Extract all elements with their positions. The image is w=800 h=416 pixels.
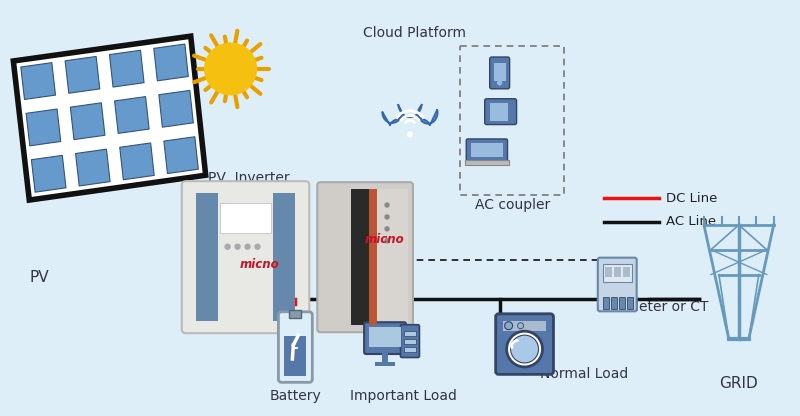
Text: micno: micno (365, 233, 405, 246)
FancyBboxPatch shape (278, 312, 312, 382)
FancyBboxPatch shape (318, 182, 413, 332)
FancyBboxPatch shape (182, 181, 310, 333)
Circle shape (385, 227, 389, 231)
Polygon shape (31, 155, 66, 192)
Polygon shape (292, 335, 298, 359)
Circle shape (510, 335, 538, 363)
Text: micno: micno (240, 258, 280, 271)
Bar (404, 331, 416, 336)
Circle shape (498, 81, 502, 85)
Polygon shape (65, 57, 100, 93)
Bar (502, 321, 546, 331)
Bar (369, 189, 377, 325)
Text: Battery: Battery (270, 389, 322, 403)
FancyBboxPatch shape (485, 99, 517, 124)
Text: PV: PV (30, 270, 49, 285)
Circle shape (385, 239, 389, 243)
Bar (605, 267, 612, 277)
FancyBboxPatch shape (490, 57, 510, 89)
Bar (490, 103, 508, 121)
Text: AC coupler: AC coupler (475, 198, 550, 212)
Polygon shape (120, 143, 154, 180)
Text: AC Line: AC Line (666, 215, 716, 228)
Polygon shape (159, 90, 194, 127)
Text: DC Line: DC Line (666, 191, 718, 205)
Circle shape (505, 322, 513, 330)
Text: GRID: GRID (719, 376, 758, 391)
Polygon shape (14, 36, 206, 200)
Text: Cloud Platform: Cloud Platform (363, 26, 466, 40)
Polygon shape (21, 63, 55, 99)
Circle shape (407, 132, 413, 137)
Bar (404, 347, 416, 352)
FancyBboxPatch shape (598, 258, 637, 311)
Polygon shape (114, 97, 149, 134)
Text: Meter or CT: Meter or CT (627, 300, 709, 314)
Bar (290, 310, 302, 318)
FancyBboxPatch shape (401, 325, 419, 357)
Bar (382, 352, 388, 362)
Bar (369, 327, 401, 347)
Bar (460, 46, 565, 195)
Bar (610, 297, 617, 310)
FancyBboxPatch shape (496, 314, 554, 374)
Bar (404, 339, 416, 344)
Bar (220, 203, 271, 233)
Bar (465, 160, 509, 165)
Circle shape (506, 331, 542, 367)
Bar (375, 362, 395, 366)
Polygon shape (110, 50, 144, 87)
Bar (470, 144, 503, 157)
Polygon shape (382, 104, 438, 126)
Bar (602, 297, 609, 310)
Bar (274, 193, 295, 321)
Polygon shape (75, 149, 110, 186)
Circle shape (255, 244, 260, 249)
Bar (494, 63, 506, 81)
Bar (618, 297, 625, 310)
Bar (285, 337, 306, 376)
Text: Important Load: Important Load (350, 389, 457, 403)
Circle shape (385, 203, 389, 207)
Polygon shape (70, 103, 105, 140)
Bar (351, 189, 379, 325)
Polygon shape (26, 109, 61, 146)
Circle shape (518, 323, 523, 329)
FancyBboxPatch shape (466, 139, 507, 161)
Polygon shape (164, 137, 198, 173)
Bar (377, 189, 408, 325)
Text: PV  Inverter: PV Inverter (208, 171, 290, 185)
Circle shape (385, 215, 389, 219)
Bar (622, 267, 630, 277)
Bar (626, 297, 633, 310)
Circle shape (235, 244, 240, 249)
Bar (614, 267, 621, 277)
Bar (196, 193, 218, 321)
FancyBboxPatch shape (364, 322, 406, 354)
Bar (602, 264, 632, 282)
Circle shape (205, 43, 257, 95)
Text: Normal Load: Normal Load (539, 367, 628, 381)
Polygon shape (154, 44, 188, 81)
Circle shape (245, 244, 250, 249)
Circle shape (225, 244, 230, 249)
